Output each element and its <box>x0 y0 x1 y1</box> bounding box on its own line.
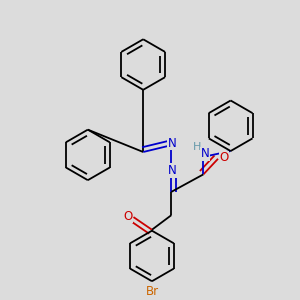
Text: N: N <box>168 164 177 177</box>
Text: H: H <box>193 142 201 152</box>
Text: Br: Br <box>146 285 158 298</box>
Text: O: O <box>219 151 229 164</box>
Text: N: N <box>168 137 177 150</box>
Text: N: N <box>201 147 210 161</box>
Text: O: O <box>123 210 132 223</box>
